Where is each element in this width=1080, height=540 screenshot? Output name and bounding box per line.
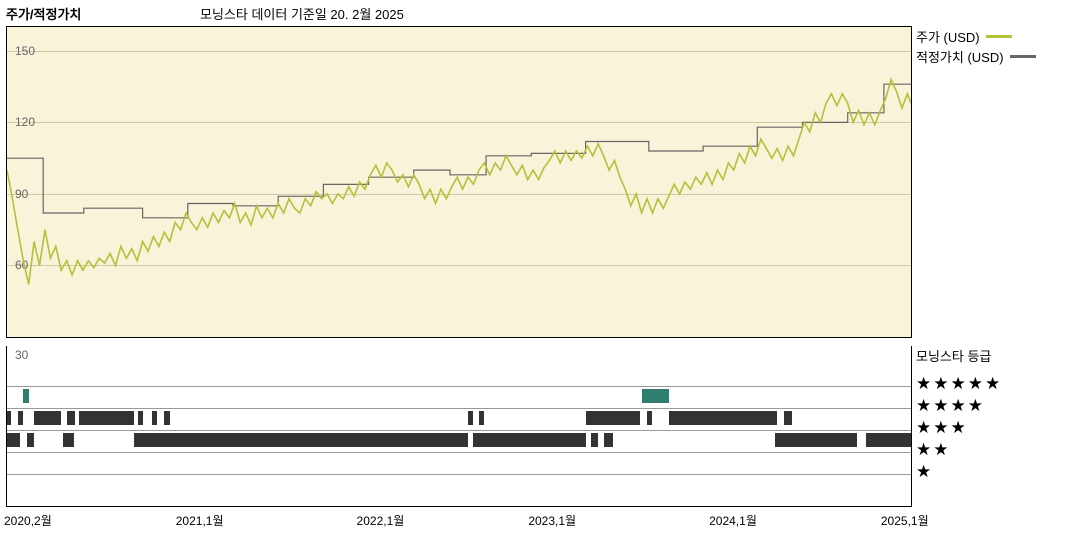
rating-segment <box>34 411 61 425</box>
rating-segment <box>18 411 23 425</box>
rating-segment <box>473 433 585 447</box>
rating-segment <box>586 411 640 425</box>
legend-price-swatch <box>986 35 1012 38</box>
x-tick-label: 2025,1월 <box>881 512 929 529</box>
rating-segment <box>604 433 613 447</box>
rating-segment <box>152 411 157 425</box>
rating-segment <box>866 433 911 447</box>
rating-segment <box>67 411 75 425</box>
rating-segment <box>775 433 856 447</box>
rating-row-timeline <box>7 386 911 408</box>
legend-fair-swatch <box>1010 55 1036 58</box>
legend-price: 주가 (USD) <box>916 26 1076 46</box>
rating-segment <box>669 411 777 425</box>
chart-title: 주가/적정가치 <box>6 4 81 23</box>
chart-subtitle: 모닝스타 데이터 기준일 20. 2월 2025 <box>200 4 404 23</box>
rating-row: ★★★★ <box>916 395 1076 417</box>
legend-fair: 적정가치 (USD) <box>916 46 1076 66</box>
rating-segment <box>642 389 669 403</box>
rating-segment <box>138 411 143 425</box>
rating-segment <box>479 411 484 425</box>
legend: 주가 (USD) 적정가치 (USD) <box>916 26 1076 76</box>
rating-segment <box>647 411 652 425</box>
rating-segment <box>7 411 11 425</box>
rating-segment <box>784 411 791 425</box>
sub-y-label: 30 <box>15 348 28 362</box>
rating-title: 모닝스타 등급 <box>916 346 1076 365</box>
rating-row-timeline <box>7 408 911 430</box>
x-tick-label: 2020,2월 <box>4 512 52 529</box>
legend-price-label: 주가 (USD) <box>916 27 980 46</box>
rating-segment <box>63 433 74 447</box>
price-fairvalue-chart: 6090120150 <box>6 26 912 338</box>
rating-legend: 모닝스타 등급 ★★★★★★★★★★★★★★★ <box>916 346 1076 483</box>
rating-row-timeline <box>7 474 911 496</box>
rating-row-timeline <box>7 430 911 452</box>
x-tick-label: 2024,1월 <box>709 512 757 529</box>
rating-segment <box>164 411 169 425</box>
rating-segment <box>23 389 28 403</box>
rating-row-timeline <box>7 452 911 474</box>
rating-row-baseline <box>7 452 911 453</box>
legend-fair-label: 적정가치 (USD) <box>916 47 1004 66</box>
rating-segment <box>27 433 34 447</box>
x-tick-label: 2022,1월 <box>357 512 405 529</box>
x-tick-label: 2023,1월 <box>528 512 576 529</box>
x-tick-label: 2021,1월 <box>176 512 224 529</box>
rating-segment <box>134 433 468 447</box>
rating-row-baseline <box>7 408 911 409</box>
rating-row: ★ <box>916 461 1076 483</box>
rating-row: ★★ <box>916 439 1076 461</box>
rating-segment <box>591 433 598 447</box>
rating-segment <box>79 411 133 425</box>
rating-segment <box>468 411 473 425</box>
rating-timeline-chart: 30 <box>6 346 912 507</box>
rating-row-baseline <box>7 386 911 387</box>
rating-row: ★★★★★ <box>916 373 1076 395</box>
rating-row: ★★★ <box>916 417 1076 439</box>
rating-segment <box>7 433 20 447</box>
price-line <box>7 80 911 285</box>
rating-row-baseline <box>7 474 911 475</box>
rating-row-baseline <box>7 430 911 431</box>
